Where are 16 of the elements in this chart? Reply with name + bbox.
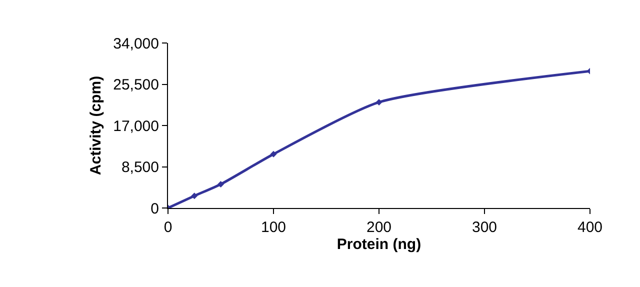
y-tick-label: 17,000	[113, 118, 159, 135]
y-tick-label: 34,000	[113, 35, 159, 52]
y-tick-label: 0	[150, 200, 159, 218]
point	[191, 192, 198, 200]
y-tick-label: 8,500	[121, 159, 159, 176]
x-tick-label: 100	[260, 219, 286, 236]
x-tick-label: 300	[472, 219, 498, 236]
x-tick-label: 400	[577, 219, 603, 236]
y-axis-title: Activity (cpm)	[87, 76, 104, 176]
x-tick-label: 200	[366, 219, 392, 236]
point	[218, 180, 224, 188]
point	[270, 150, 277, 158]
x-axis-title: Protein (ng)	[336, 236, 422, 253]
point	[376, 98, 382, 106]
x-tick-label: 0	[164, 219, 172, 236]
y-tick-label: 25,500	[113, 76, 159, 94]
